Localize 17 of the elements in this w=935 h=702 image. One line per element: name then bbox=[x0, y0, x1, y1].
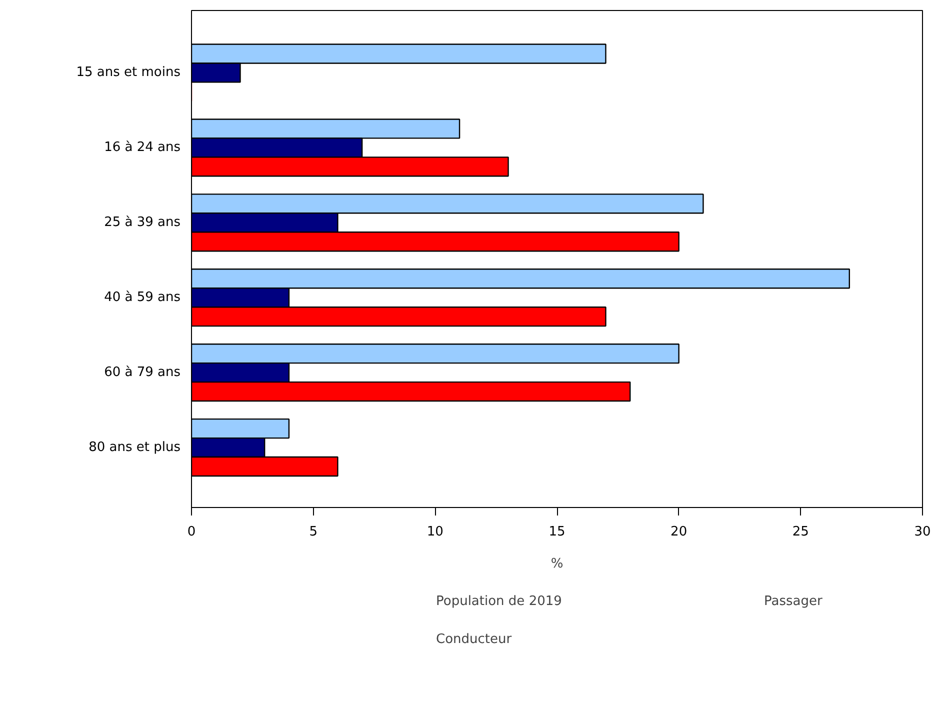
x-tick-label: 10 bbox=[426, 524, 444, 540]
text: Population de 2019 bbox=[436, 592, 563, 610]
y-tick-label: 80 ans et plus bbox=[88, 440, 181, 456]
y-tick-label: 16 à 24 ans bbox=[104, 140, 181, 156]
text: Passager bbox=[764, 592, 824, 610]
x-tick-label: 15 bbox=[548, 524, 566, 540]
x-axis-title: % bbox=[550, 556, 564, 572]
x-tick-label: 25 bbox=[792, 524, 809, 540]
y-tick-label: 15 ans et moins bbox=[76, 65, 181, 80]
x-tick-label: 0 bbox=[187, 524, 196, 540]
x-tick-label: 30 bbox=[914, 524, 931, 540]
x-tick-label: 20 bbox=[670, 524, 688, 540]
y-tick-label: 25 à 39 ans bbox=[104, 215, 181, 230]
text: Conducteur bbox=[436, 630, 513, 648]
x-tick-label: 5 bbox=[309, 524, 318, 540]
y-tick-label: 60 à 79 ans bbox=[104, 365, 181, 380]
y-tick-label: 40 à 59 ans bbox=[104, 290, 181, 306]
